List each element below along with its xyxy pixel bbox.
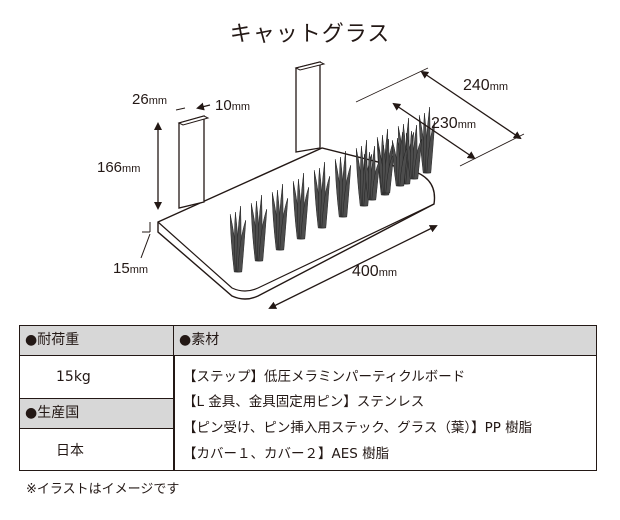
svg-text:400mm: 400mm	[352, 263, 397, 280]
grass-tuft	[363, 145, 381, 201]
grass-tuft	[377, 138, 395, 194]
origin-header: ●生産国	[20, 399, 173, 429]
dim-depth-inner: 230	[431, 115, 458, 132]
dim-board-thickness: 15	[113, 260, 130, 277]
svg-text:166mm: 166mm	[97, 159, 140, 176]
load-value: 15kg	[56, 369, 91, 385]
svg-text:26mm: 26mm	[132, 91, 167, 108]
svg-text:230mm: 230mm	[431, 115, 476, 132]
load-header: ●耐荷重	[20, 326, 173, 356]
material-header: ●素材	[174, 326, 596, 356]
grass-tuft	[250, 194, 268, 262]
material-item: 【カバー１、カバー２】AES 樹脂	[183, 446, 390, 462]
svg-text:10mm: 10mm	[215, 97, 250, 114]
dimension-labels: 26mm 10mm 166mm 15mm 400mm 240mm 230mm	[97, 77, 508, 280]
page-title: キャットグラス	[229, 22, 391, 47]
svg-text:15mm: 15mm	[113, 260, 148, 277]
material-item: 【L 金具、金具固定用ピン】ステンレス	[183, 394, 425, 410]
grass-tuft	[229, 205, 247, 273]
grass-tuft	[334, 150, 352, 218]
front-post	[177, 115, 210, 209]
dim-width-top: 26	[132, 91, 149, 108]
material-item: 【ステップ】低圧メラミンパーティクルボード	[183, 369, 466, 385]
spec-table: ●耐荷重 ●素材 15kg ●生産国 日本 【ステップ】低圧メラミンパーティクル…	[19, 325, 597, 471]
dim-thickness-top: 10	[215, 97, 232, 114]
material-item: 【ピン受け、ピン挿入用ステック、グラス（葉）】PP 樹脂	[183, 420, 533, 436]
grass-tuft	[313, 161, 331, 229]
svg-text:240mm: 240mm	[463, 77, 508, 94]
back-post	[294, 61, 326, 153]
disclaimer-note: ※イラストはイメージです	[26, 482, 180, 497]
product-diagram: 26mm 10mm 166mm 15mm 400mm 240mm 230mm	[97, 61, 525, 309]
dim-length: 400	[352, 263, 379, 280]
origin-value: 日本	[56, 443, 84, 459]
dim-height: 166	[97, 159, 122, 176]
dim-depth-outer: 240	[463, 77, 490, 94]
dimension-lines	[140, 67, 525, 309]
row-line	[20, 398, 173, 400]
table-divider	[173, 326, 175, 470]
